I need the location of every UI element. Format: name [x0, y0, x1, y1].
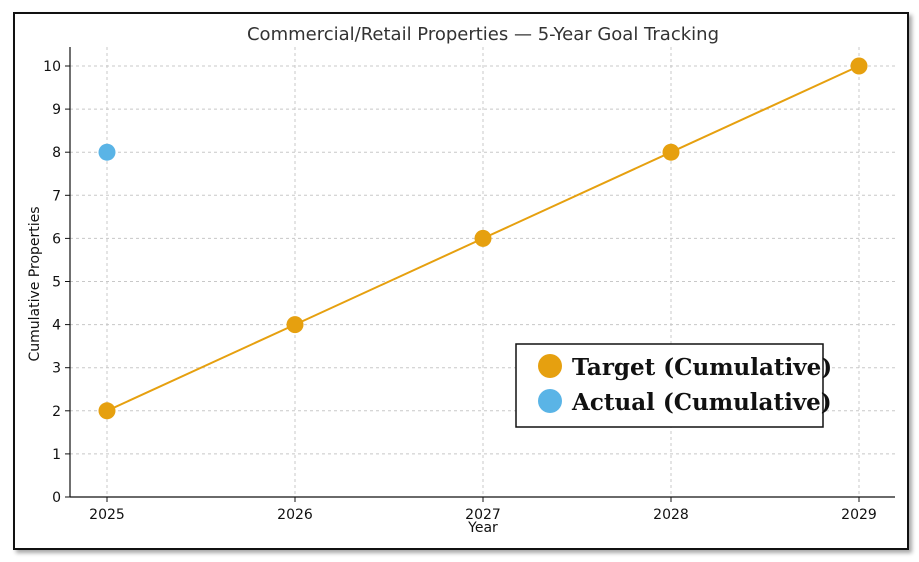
grid-lines	[70, 47, 895, 498]
x-tick-labels: 2025 2026 2027 2028 2029	[89, 507, 877, 523]
x-tick-label: 2026	[277, 507, 313, 523]
chart-frame: Commercial/Retail Properties — 5-Year Go…	[13, 12, 909, 550]
y-tick-label: 6	[52, 231, 61, 247]
y-tick-label: 9	[52, 102, 61, 118]
series-point-0	[286, 316, 304, 334]
x-tick-label: 2027	[465, 507, 501, 523]
x-tick-label: 2029	[841, 507, 877, 523]
series-point-0	[662, 143, 680, 161]
x-tick-label: 2028	[653, 507, 689, 523]
y-tick-label: 0	[52, 490, 61, 506]
legend-actual-marker	[538, 389, 562, 413]
y-tick-label: 2	[52, 404, 61, 420]
x-tick-label: 2025	[89, 507, 125, 523]
y-tick-label: 5	[52, 275, 61, 291]
series-point-1	[98, 143, 116, 161]
y-tick-label: 3	[52, 361, 61, 377]
y-tick-label: 4	[52, 318, 61, 334]
legend-actual-label: Actual (Cumulative)	[571, 389, 832, 416]
legend: Target (Cumulative) Actual (Cumulative)	[515, 343, 832, 428]
legend-target-marker	[538, 354, 562, 378]
series-layer	[98, 57, 868, 420]
series-point-0	[98, 402, 116, 420]
y-tick-label: 7	[52, 188, 61, 204]
legend-target-label: Target (Cumulative)	[572, 354, 832, 381]
y-tick-label: 8	[52, 145, 61, 161]
axes	[65, 47, 895, 502]
y-tick-labels: 0 1 2 3 4 5 6 7 8 9 10	[43, 59, 61, 506]
x-axis-label: Year	[467, 520, 498, 536]
chart-title: Commercial/Retail Properties — 5-Year Go…	[247, 24, 719, 45]
y-tick-label: 1	[52, 447, 61, 463]
y-axis-label: Cumulative Properties	[27, 206, 43, 361]
series-point-0	[850, 57, 868, 75]
series-point-0	[474, 229, 492, 247]
legend-box	[515, 343, 824, 428]
chart-canvas: Commercial/Retail Properties — 5-Year Go…	[27, 24, 895, 536]
y-tick-label: 10	[43, 59, 61, 75]
